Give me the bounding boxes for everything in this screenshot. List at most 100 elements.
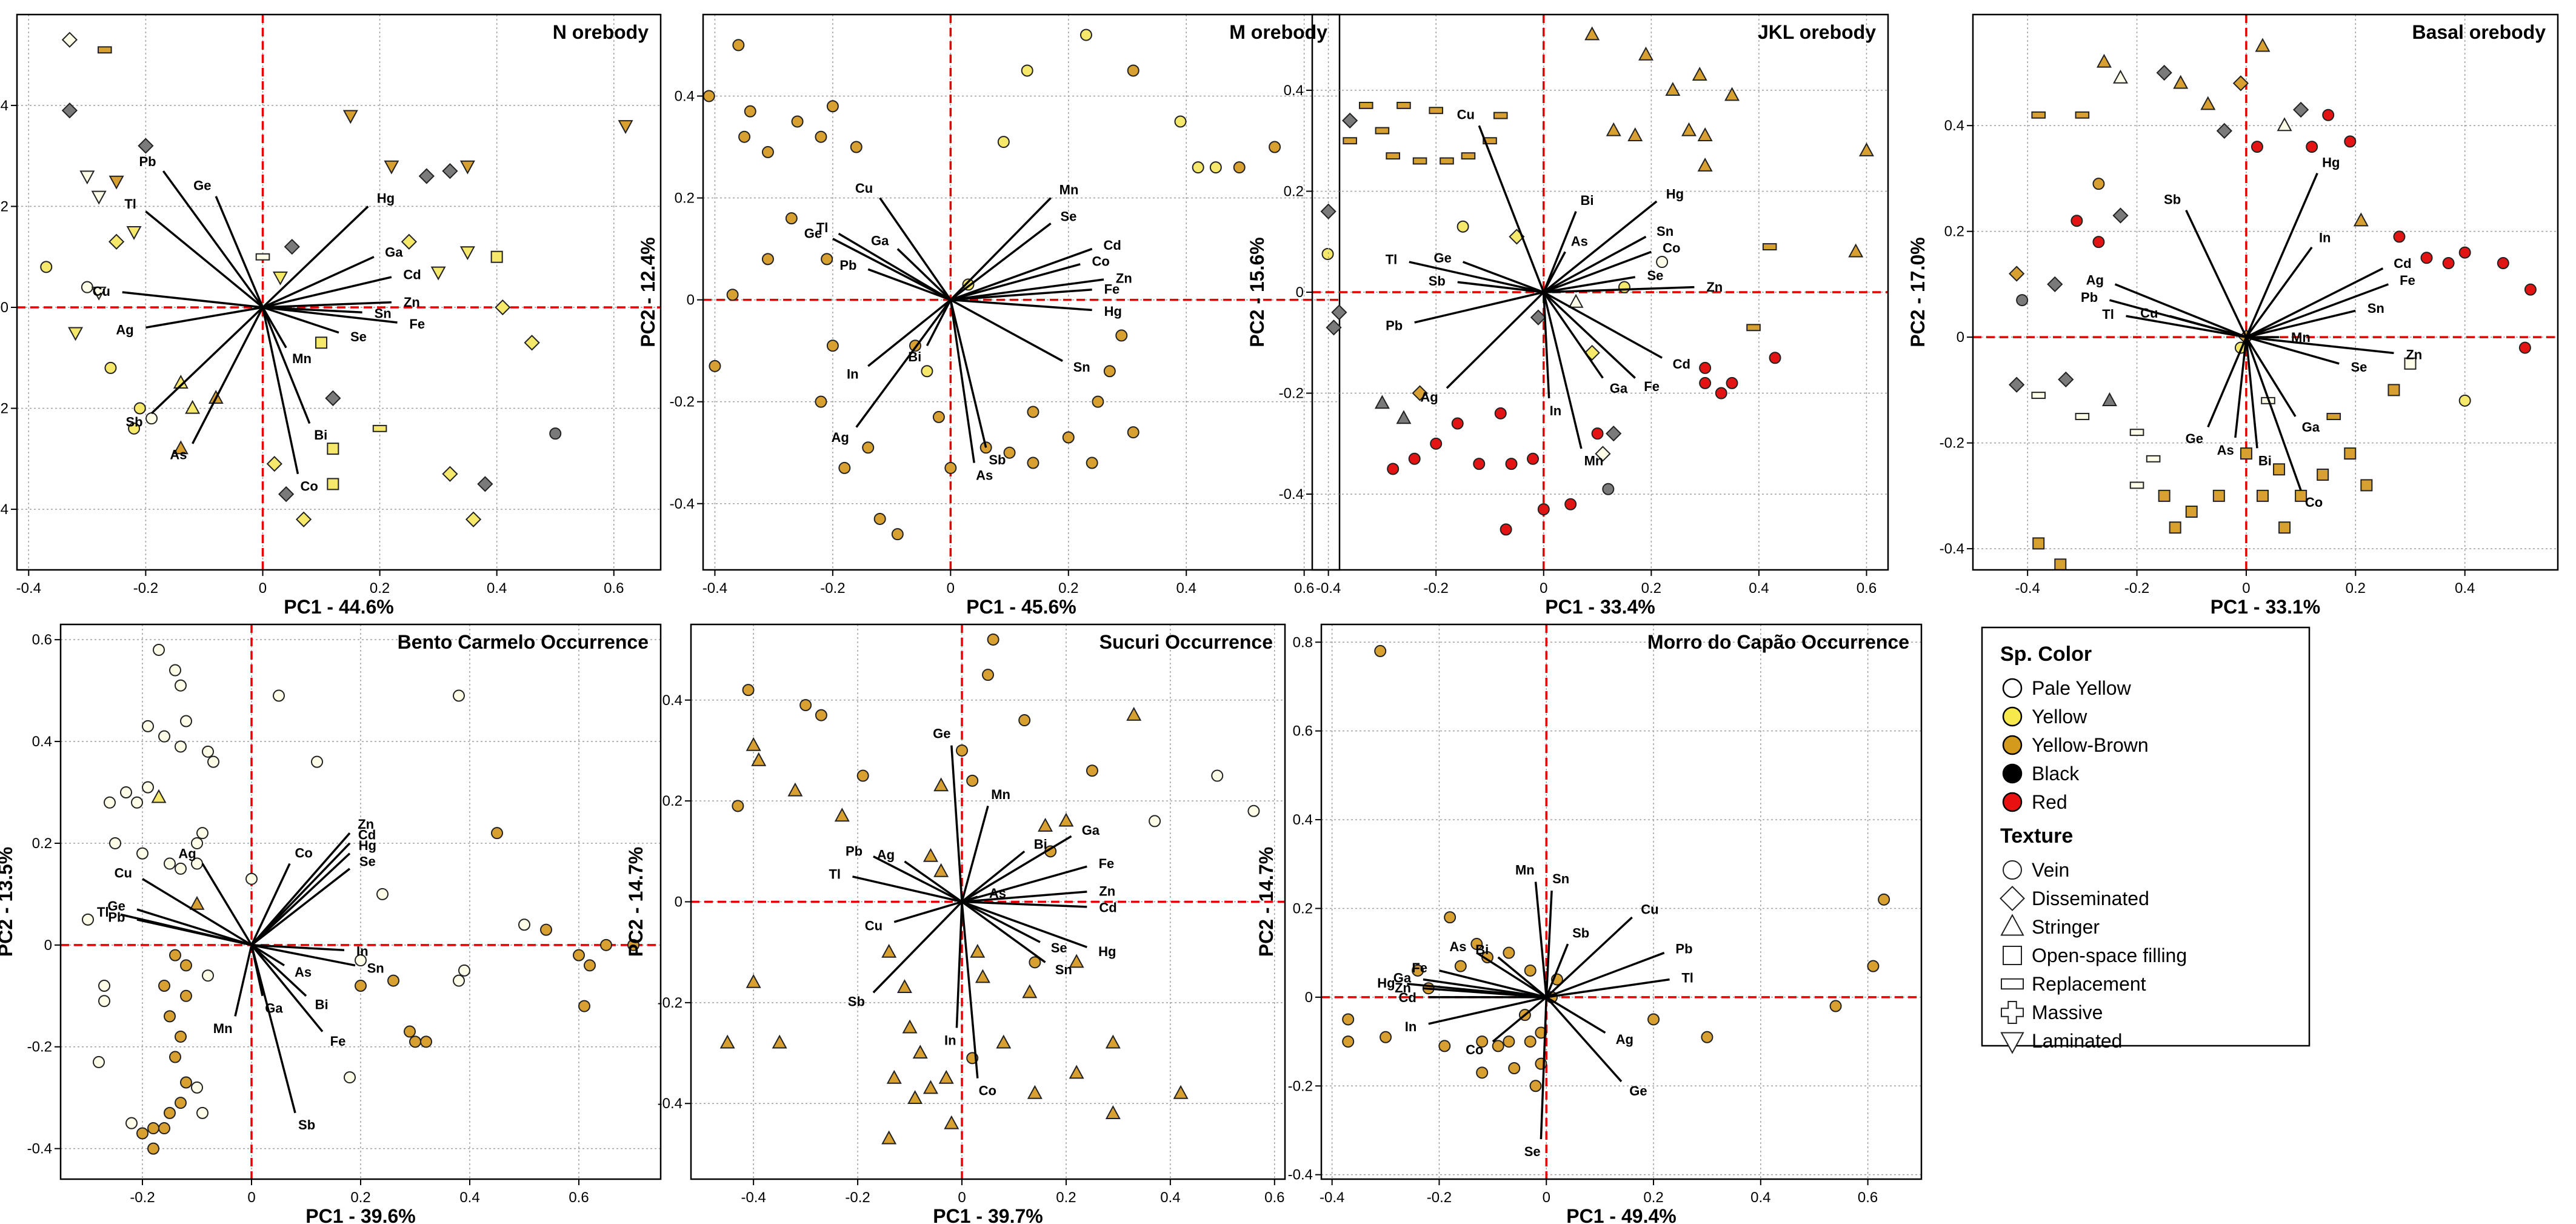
x-tick-label: 0 — [958, 1189, 966, 1206]
y-tick-label: 0.4 — [662, 692, 682, 709]
loading-label: Pb — [108, 910, 125, 925]
loading-vector — [867, 299, 952, 367]
data-point — [1320, 203, 1336, 219]
data-point — [1374, 644, 1387, 657]
data-point — [1038, 817, 1053, 832]
data-point — [1069, 1065, 1084, 1079]
y-tick-label: -0.4 — [658, 1095, 682, 1112]
data-point — [1079, 28, 1092, 41]
data-point — [1174, 115, 1187, 128]
y-tick-label: 0.2 — [1944, 224, 1964, 240]
data-point — [1022, 984, 1038, 998]
loading-label: Tl — [124, 196, 136, 212]
x-tick-label: 0.4 — [1176, 580, 1196, 597]
data-point — [1470, 938, 1483, 951]
y-tick-label: 0 — [1305, 989, 1313, 1006]
loading-label: Hg — [2322, 155, 2340, 170]
panel-title: Morro do Capão Occurrence — [1647, 631, 1909, 653]
loading-label: Bi — [314, 427, 327, 443]
x-axis-label: PC1 - 33.4% — [1545, 596, 1655, 618]
loading-vector — [250, 842, 351, 946]
loading-label: Co — [1466, 1042, 1483, 1057]
data-point — [158, 730, 170, 743]
data-point — [944, 461, 957, 474]
y-tick-label: 0.4 — [1293, 812, 1313, 828]
loading-label: Pb — [139, 154, 156, 169]
legend-texture-heading: Texture — [2000, 824, 2073, 848]
x-axis-label: PC1 - 45.6% — [966, 596, 1076, 618]
loading-vector — [262, 206, 369, 309]
loading-vector — [1543, 200, 1658, 293]
loading-label: Ge — [108, 898, 125, 914]
data-point — [131, 796, 143, 809]
loading-vector — [961, 901, 1046, 963]
data-point — [826, 100, 839, 113]
x-tick-label: -0.4 — [1320, 1189, 1344, 1206]
data-point — [1269, 141, 1281, 153]
data-point — [2129, 429, 2144, 436]
data-point — [384, 160, 399, 175]
loading-vector — [262, 256, 375, 309]
data-point — [1105, 1034, 1121, 1049]
loading-label: Sb — [125, 415, 142, 430]
data-point — [372, 424, 387, 432]
legend-texture-swatch — [2001, 978, 2024, 990]
data-point — [1069, 954, 1084, 968]
y-tick-label: 0.2 — [32, 835, 52, 852]
loading-vector — [961, 900, 1087, 908]
loading-label: Ge — [933, 726, 950, 741]
loading-vector — [1476, 952, 1547, 998]
data-point — [477, 476, 493, 492]
data-point — [327, 443, 339, 455]
x-tick-label: 0 — [947, 580, 955, 597]
loading-vector — [893, 900, 963, 923]
loading-label: Sn — [367, 960, 384, 975]
data-point — [1503, 1035, 1515, 1048]
loading-label: Ga — [385, 244, 403, 259]
y-tick-label: -0.4 — [1288, 1167, 1313, 1183]
loading-label: Cd — [358, 828, 376, 843]
data-point — [1086, 456, 1098, 469]
data-point — [856, 769, 869, 782]
data-point — [191, 837, 203, 849]
data-point — [873, 512, 886, 525]
data-point — [284, 238, 300, 255]
data-point — [151, 789, 167, 803]
loading-vector — [262, 301, 392, 309]
loading-label: Cu — [2140, 306, 2158, 321]
data-point — [169, 664, 181, 677]
data-point — [1483, 137, 1497, 145]
loading-label: As — [976, 467, 993, 483]
loading-vector — [2245, 336, 2297, 417]
data-point — [838, 461, 851, 474]
loading-vector — [1543, 286, 1695, 293]
x-tick-label: -0.4 — [16, 580, 41, 597]
loading-vector — [215, 196, 264, 308]
loading-label: Co — [2305, 495, 2323, 510]
loading-vector — [2126, 315, 2247, 338]
data-point — [1173, 1085, 1189, 1099]
loading-vector — [250, 868, 351, 946]
data-point — [158, 980, 170, 992]
data-point — [2212, 489, 2225, 502]
data-point — [1326, 319, 1342, 336]
loading-vector — [961, 850, 1026, 903]
loading-vector — [1497, 956, 1547, 998]
loading-label: Se — [2351, 360, 2367, 375]
data-point — [815, 395, 827, 408]
x-tick-label: 0.2 — [350, 1189, 370, 1206]
y-tick-label: -0.2 — [27, 1039, 52, 1055]
loading-label: Ag — [1420, 389, 1438, 404]
loading-label: Bi — [1475, 942, 1489, 957]
y-tick-label: 0 — [1296, 284, 1304, 301]
loading-vector — [2246, 267, 2384, 338]
data-point — [315, 336, 328, 349]
loading-label: Sb — [848, 994, 865, 1009]
data-point — [2156, 64, 2172, 81]
data-point — [703, 90, 715, 102]
plot-frame — [16, 13, 662, 571]
panel-title: N orebody — [553, 21, 649, 43]
data-point — [2075, 413, 2090, 420]
